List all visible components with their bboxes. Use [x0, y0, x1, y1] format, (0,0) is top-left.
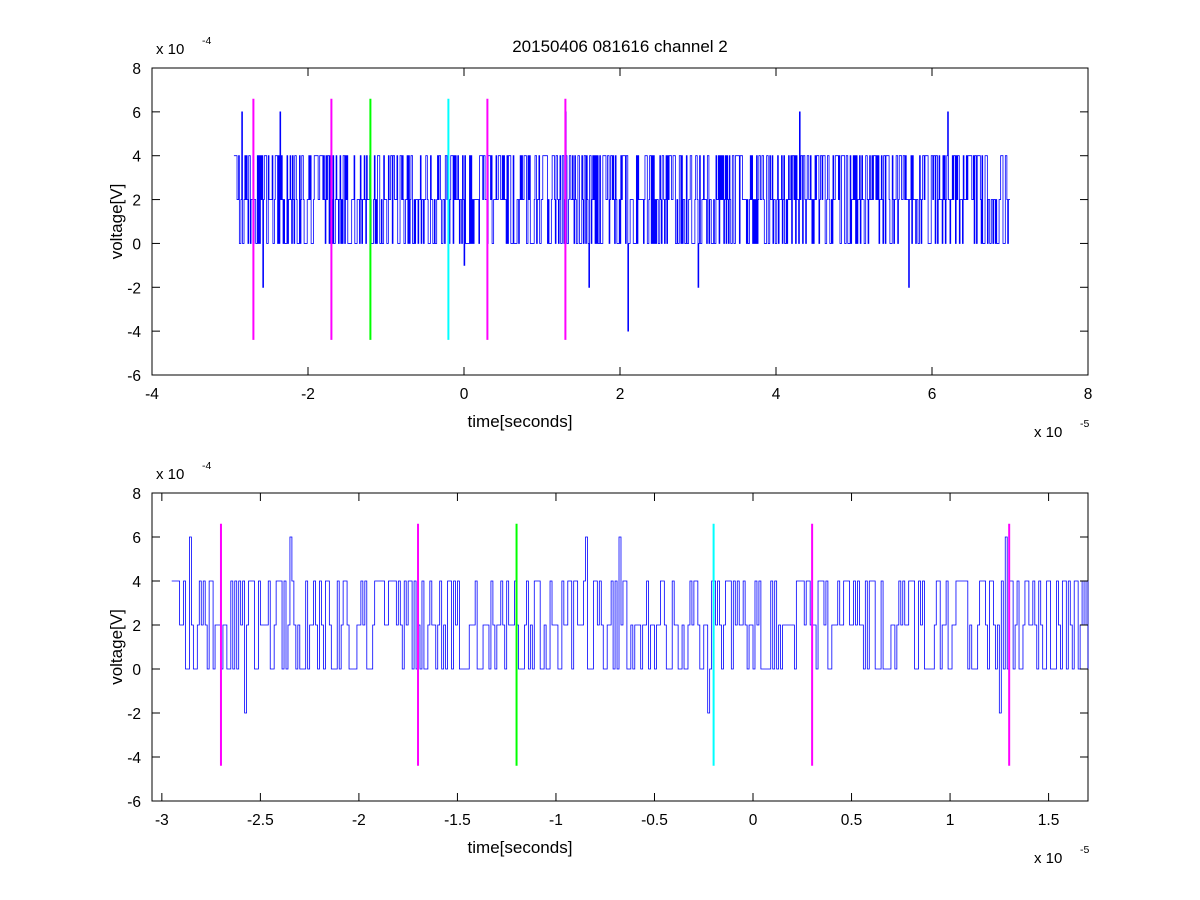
- x-axis-label: time[seconds]: [468, 412, 573, 431]
- figure-title: 20150406 081616 channel 2: [512, 37, 728, 56]
- y-tick-label-6: 6: [132, 530, 141, 547]
- y-exponent: -4: [202, 460, 211, 472]
- plot-area: [151, 492, 1089, 802]
- y-exponent: -4: [202, 35, 211, 47]
- x-tick-label-8: 1: [946, 812, 955, 829]
- x-tick-label-5: 6: [928, 386, 937, 403]
- x-axis-label: time[seconds]: [468, 838, 573, 857]
- y-tick-label-7: 8: [132, 61, 141, 78]
- x-tick-label-1: -2.5: [247, 812, 274, 829]
- x-exponent: -5: [1080, 418, 1089, 430]
- x-tick-label-6: 0: [749, 812, 758, 829]
- x-tick-label-9: 1.5: [1038, 812, 1060, 829]
- y-tick-label-4: 2: [132, 193, 141, 210]
- x-tick-label-0: -3: [155, 812, 169, 829]
- x-tick-label-6: 8: [1084, 386, 1093, 403]
- y-tick-label-0: -6: [127, 368, 141, 385]
- y-tick-label-5: 4: [132, 574, 141, 591]
- x-tick-label-5: -0.5: [641, 812, 668, 829]
- y-tick-label-7: 8: [132, 486, 141, 503]
- y-tick-label-3: 0: [132, 662, 141, 679]
- x-tick-label-0: -4: [145, 386, 159, 403]
- x-tick-label-4: 4: [772, 386, 781, 403]
- series-line-0: [171, 536, 1089, 714]
- y-exponent-multiplier: x 10: [156, 41, 184, 58]
- y-exponent-multiplier: x 10: [156, 466, 184, 483]
- x-tick-label-7: 0.5: [841, 812, 863, 829]
- bottom-panel: -3 -2.5 -2 -1.5 -1 -0.5 0 0.5 1 1.5 -6 -4 -2 0 2 4 6 8 tim…: [107, 460, 1089, 867]
- y-tick-label-4: 2: [132, 618, 141, 635]
- x-tick-label-1: -2: [301, 386, 315, 403]
- y-axis-label: voltage[V]: [107, 609, 126, 685]
- x-tick-label-4: -1: [549, 812, 563, 829]
- top-panel: -4 -2 0 2 4 6 8-6-4-202468time[seconds]voltage…: [107, 35, 1092, 441]
- x-exponent: -5: [1080, 844, 1089, 856]
- y-tick-label-1: -4: [127, 324, 141, 341]
- y-tick-label-6: 6: [132, 105, 141, 122]
- x-exponent-multiplier: x 10: [1034, 850, 1062, 867]
- y-axis-label: voltage[V]: [107, 184, 126, 260]
- y-tick-label-5: 4: [132, 149, 141, 166]
- x-tick-label-2: 0: [460, 386, 469, 403]
- y-tick-label-1: -4: [127, 750, 141, 767]
- x-tick-label-3: 2: [616, 386, 625, 403]
- x-exponent-multiplier: x 10: [1034, 424, 1062, 441]
- series-line-0: [233, 111, 1010, 332]
- x-tick-label-2: -2: [352, 812, 366, 829]
- y-tick-label-2: -2: [127, 280, 141, 297]
- y-tick-label-3: 0: [132, 236, 141, 253]
- y-tick-label-2: -2: [127, 706, 141, 723]
- y-tick-label-0: -6: [127, 794, 141, 811]
- x-tick-label-3: -1.5: [444, 812, 471, 829]
